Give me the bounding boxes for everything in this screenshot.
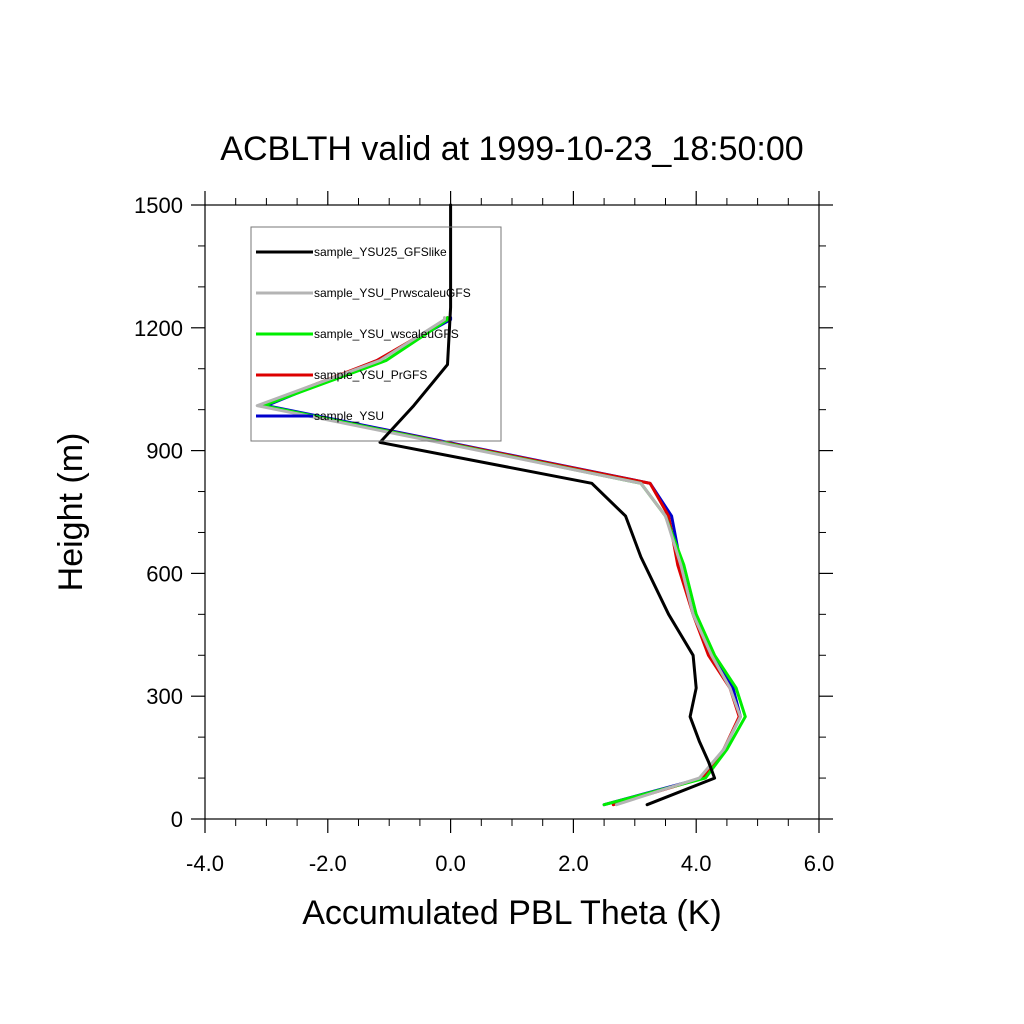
legend-entry: sample_YSU — [256, 409, 384, 423]
x-axis-title: Accumulated PBL Theta (K) — [302, 894, 722, 932]
series-line-sample_YSU_wscaleuGFS — [261, 316, 747, 807]
legend-entry: sample_YSU25_GFSlike — [256, 245, 447, 259]
y-tick-label: 0 — [171, 807, 183, 832]
x-tick-label: -2.0 — [309, 851, 347, 876]
x-tick-label: -4.0 — [186, 851, 224, 876]
legend-label: sample_YSU_PrwscaleuGFS — [314, 286, 471, 300]
y-tick-label: 1500 — [134, 193, 183, 218]
x-tick-label: 6.0 — [804, 851, 835, 876]
legend-box — [250, 226, 502, 442]
legend-entry: sample_YSU_PrGFS — [256, 368, 427, 382]
legend-entry: sample_YSU_wscaleuGFS — [256, 327, 459, 341]
legend-label: sample_YSU — [314, 409, 384, 423]
plot-frame — [204, 204, 820, 820]
legend-label: sample_YSU25_GFSlike — [314, 245, 447, 259]
legend-entry: sample_YSU_PrwscaleuGFS — [256, 286, 471, 300]
series-line-sample_YSU_PrGFS — [258, 316, 741, 807]
series-lines — [255, 203, 747, 807]
y-tick-label: 600 — [146, 561, 183, 586]
series-line-sample_YSU_PrwscaleuGFS — [255, 316, 742, 807]
y-axis-title: Height (m) — [52, 433, 90, 592]
series-line-sample_YSU25_GFSlike — [378, 203, 717, 807]
legend: sample_YSU25_GFSlike sample_YSU_Prwscaleu… — [250, 226, 502, 442]
x-tick-label: 0.0 — [435, 851, 466, 876]
y-tick-label: 900 — [146, 439, 183, 464]
series-line-sample_YSU — [264, 316, 742, 807]
legend-label: sample_YSU_wscaleuGFS — [314, 327, 459, 341]
y-tick-label: 300 — [146, 684, 183, 709]
chart-title: ACBLTH valid at 1999-10-23_18:50:00 — [220, 130, 803, 168]
x-tick-label: 4.0 — [681, 851, 712, 876]
y-tick-label: 1200 — [134, 316, 183, 341]
axis-ticks — [191, 191, 833, 833]
x-tick-label: 2.0 — [558, 851, 589, 876]
legend-label: sample_YSU_PrGFS — [314, 368, 427, 382]
axis-tick-labels: -4.0 -2.0 0.0 2.0 4.0 6.0 0 300 600 900 1200 1500 — [134, 193, 834, 876]
